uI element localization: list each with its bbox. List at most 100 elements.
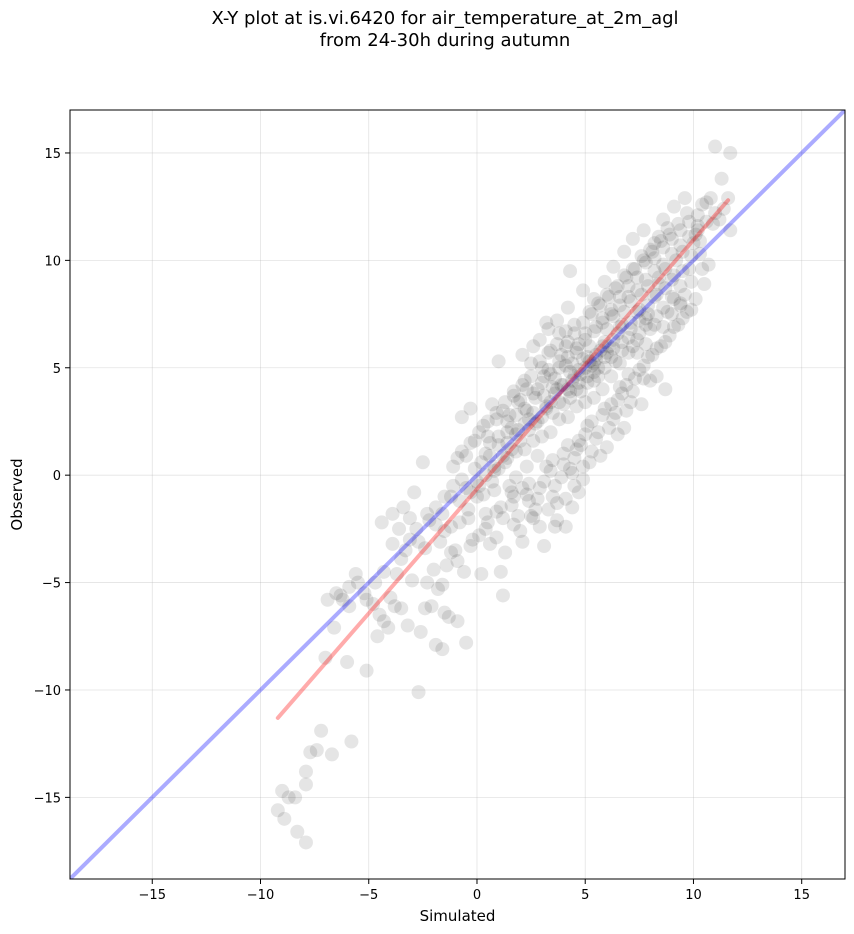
data-point	[591, 360, 606, 375]
data-point	[418, 541, 433, 556]
data-point	[532, 332, 547, 347]
data-point	[450, 614, 465, 629]
data-point	[656, 240, 671, 255]
data-point	[428, 500, 443, 515]
data-point	[329, 586, 344, 601]
data-point	[647, 251, 662, 266]
data-point	[493, 500, 508, 515]
data-point	[478, 521, 493, 536]
data-point	[359, 592, 374, 607]
data-point	[573, 438, 588, 453]
data-point	[366, 597, 381, 612]
data-point	[528, 416, 543, 431]
data-point	[530, 448, 545, 463]
data-point	[511, 423, 526, 438]
data-point	[376, 564, 391, 579]
data-point	[656, 212, 671, 227]
data-point	[469, 489, 484, 504]
data-point	[638, 337, 653, 352]
data-point	[623, 294, 638, 309]
data-point	[394, 601, 409, 616]
data-point	[309, 743, 324, 758]
data-point	[630, 283, 645, 298]
data-point	[586, 324, 601, 339]
data-point	[636, 253, 651, 268]
data-point	[612, 356, 627, 371]
data-point	[465, 532, 480, 547]
data-point	[651, 276, 666, 291]
data-point	[506, 517, 521, 532]
data-point	[560, 410, 575, 425]
data-point	[526, 405, 541, 420]
data-point	[480, 515, 495, 530]
data-point	[645, 347, 660, 362]
data-point	[504, 485, 519, 500]
data-point	[610, 279, 625, 294]
data-point	[474, 566, 489, 581]
data-point	[580, 369, 595, 384]
data-point	[547, 386, 562, 401]
data-point	[647, 264, 662, 279]
data-point	[318, 650, 333, 665]
data-point	[643, 242, 658, 257]
data-point	[543, 425, 558, 440]
data-point	[673, 238, 688, 253]
data-point	[431, 582, 446, 597]
data-point	[504, 420, 519, 435]
data-point	[656, 319, 671, 334]
data-point	[628, 371, 643, 386]
data-point	[723, 223, 738, 238]
data-point	[506, 384, 521, 399]
data-point	[435, 642, 450, 657]
data-point	[370, 629, 385, 644]
data-point	[420, 575, 435, 590]
data-point	[569, 382, 584, 397]
data-point	[435, 506, 450, 521]
data-point	[444, 545, 459, 560]
data-point	[589, 319, 604, 334]
data-point	[543, 463, 558, 478]
data-point	[664, 307, 679, 322]
data-point	[550, 496, 565, 511]
data-point	[558, 358, 573, 373]
data-point	[690, 223, 705, 238]
data-point	[699, 214, 714, 229]
data-point	[578, 395, 593, 410]
data-point	[452, 515, 467, 530]
data-point	[415, 455, 430, 470]
data-point	[647, 317, 662, 332]
data-point	[565, 373, 580, 388]
data-point	[342, 579, 357, 594]
data-point	[506, 489, 521, 504]
data-point	[578, 427, 593, 442]
data-point	[508, 427, 523, 442]
data-point	[589, 347, 604, 362]
data-point	[712, 212, 727, 227]
data-point	[478, 506, 493, 521]
data-point	[498, 545, 513, 560]
data-point	[608, 354, 623, 369]
data-point	[679, 206, 694, 221]
data-point	[437, 605, 452, 620]
data-point	[335, 592, 350, 607]
data-point	[476, 487, 491, 502]
data-point	[441, 609, 456, 624]
data-point	[714, 171, 729, 186]
data-point	[563, 390, 578, 405]
data-point	[695, 261, 710, 276]
data-point	[537, 539, 552, 554]
data-point	[623, 395, 638, 410]
data-point	[638, 272, 653, 287]
data-point	[552, 412, 567, 427]
data-point	[586, 373, 601, 388]
data-point	[630, 345, 645, 360]
x-tick-label: 0	[473, 888, 481, 903]
data-point	[617, 420, 632, 435]
data-point	[653, 339, 668, 354]
data-point	[576, 283, 591, 298]
data-point	[508, 408, 523, 423]
data-point	[604, 307, 619, 322]
data-point	[666, 268, 681, 283]
data-point	[543, 395, 558, 410]
data-point	[625, 339, 640, 354]
